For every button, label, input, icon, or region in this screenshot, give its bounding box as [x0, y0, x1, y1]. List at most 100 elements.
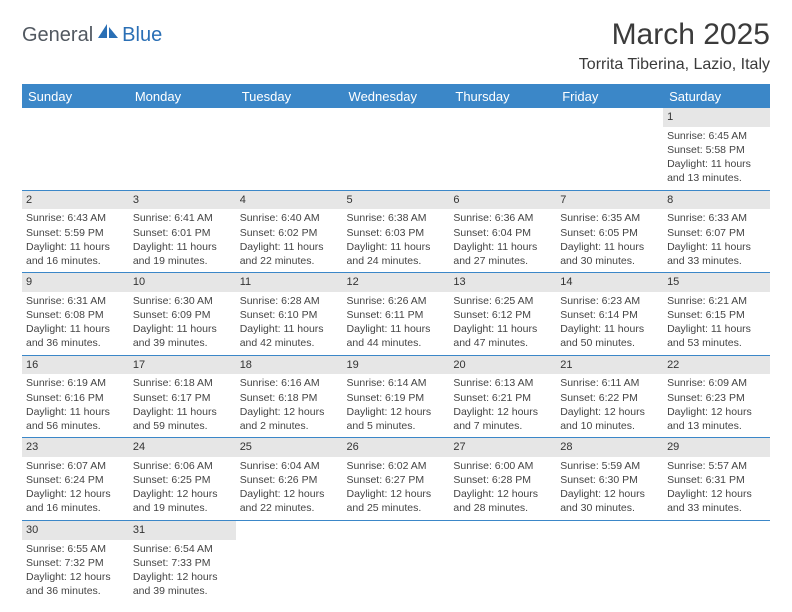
logo-text-part1: General — [22, 24, 93, 47]
page-title: March 2025 — [579, 18, 770, 52]
day-header: Monday — [129, 84, 236, 108]
day-details: Sunrise: 6:36 AMSunset: 6:04 PMDaylight:… — [453, 211, 552, 268]
day-details: Sunrise: 6:40 AMSunset: 6:02 PMDaylight:… — [240, 211, 339, 268]
calendar-day-cell — [129, 108, 236, 190]
daylight-text: Daylight: 12 hours and 16 minutes. — [26, 487, 125, 515]
calendar-day-cell: 13Sunrise: 6:25 AMSunset: 6:12 PMDayligh… — [449, 273, 556, 356]
sunrise-text: Sunrise: 6:45 AM — [667, 129, 766, 143]
day-details: Sunrise: 6:55 AMSunset: 7:32 PMDaylight:… — [26, 542, 125, 599]
day-number: 1 — [663, 108, 770, 127]
sunset-text: Sunset: 6:21 PM — [453, 391, 552, 405]
day-number: 21 — [556, 356, 663, 375]
sunrise-text: Sunrise: 6:40 AM — [240, 211, 339, 225]
day-number: 28 — [556, 438, 663, 457]
day-header: Wednesday — [343, 84, 450, 108]
daylight-text: Daylight: 11 hours and 44 minutes. — [347, 322, 446, 350]
calendar-day-cell — [449, 108, 556, 190]
calendar-day-cell: 28Sunrise: 5:59 AMSunset: 6:30 PMDayligh… — [556, 438, 663, 521]
calendar-day-cell: 15Sunrise: 6:21 AMSunset: 6:15 PMDayligh… — [663, 273, 770, 356]
day-number: 29 — [663, 438, 770, 457]
day-number: 22 — [663, 356, 770, 375]
sunset-text: Sunset: 6:15 PM — [667, 308, 766, 322]
day-details: Sunrise: 6:09 AMSunset: 6:23 PMDaylight:… — [667, 376, 766, 433]
sunrise-text: Sunrise: 6:36 AM — [453, 211, 552, 225]
sunrise-text: Sunrise: 6:18 AM — [133, 376, 232, 390]
day-details: Sunrise: 6:04 AMSunset: 6:26 PMDaylight:… — [240, 459, 339, 516]
day-number: 3 — [129, 191, 236, 210]
sunset-text: Sunset: 6:02 PM — [240, 226, 339, 240]
calendar-day-cell — [236, 108, 343, 190]
daylight-text: Daylight: 11 hours and 16 minutes. — [26, 240, 125, 268]
daylight-text: Daylight: 11 hours and 30 minutes. — [560, 240, 659, 268]
sunset-text: Sunset: 6:10 PM — [240, 308, 339, 322]
calendar-day-cell — [663, 520, 770, 602]
daylight-text: Daylight: 11 hours and 39 minutes. — [133, 322, 232, 350]
day-number: 25 — [236, 438, 343, 457]
sunrise-text: Sunrise: 6:26 AM — [347, 294, 446, 308]
day-number: 4 — [236, 191, 343, 210]
day-details: Sunrise: 6:30 AMSunset: 6:09 PMDaylight:… — [133, 294, 232, 351]
day-number: 23 — [22, 438, 129, 457]
sunrise-text: Sunrise: 6:00 AM — [453, 459, 552, 473]
day-number: 20 — [449, 356, 556, 375]
day-header: Saturday — [663, 84, 770, 108]
calendar-header-row: SundayMondayTuesdayWednesdayThursdayFrid… — [22, 84, 770, 108]
day-number: 10 — [129, 273, 236, 292]
sunset-text: Sunset: 6:14 PM — [560, 308, 659, 322]
sunrise-text: Sunrise: 5:57 AM — [667, 459, 766, 473]
calendar-day-cell: 7Sunrise: 6:35 AMSunset: 6:05 PMDaylight… — [556, 190, 663, 273]
calendar-day-cell: 18Sunrise: 6:16 AMSunset: 6:18 PMDayligh… — [236, 355, 343, 438]
daylight-text: Daylight: 12 hours and 10 minutes. — [560, 405, 659, 433]
daylight-text: Daylight: 12 hours and 36 minutes. — [26, 570, 125, 598]
sunset-text: Sunset: 6:25 PM — [133, 473, 232, 487]
calendar-table: SundayMondayTuesdayWednesdayThursdayFrid… — [22, 84, 770, 602]
sunrise-text: Sunrise: 6:23 AM — [560, 294, 659, 308]
day-number: 9 — [22, 273, 129, 292]
sunset-text: Sunset: 6:24 PM — [26, 473, 125, 487]
calendar-day-cell: 17Sunrise: 6:18 AMSunset: 6:17 PMDayligh… — [129, 355, 236, 438]
sunrise-text: Sunrise: 6:43 AM — [26, 211, 125, 225]
calendar-day-cell: 9 Sunrise: 6:31 AMSunset: 6:08 PMDaylight… — [22, 273, 129, 356]
day-details: Sunrise: 6:45 AMSunset: 5:58 PMDaylight:… — [667, 129, 766, 186]
sunset-text: Sunset: 6:18 PM — [240, 391, 339, 405]
daylight-text: Daylight: 11 hours and 56 minutes. — [26, 405, 125, 433]
calendar-day-cell: 11Sunrise: 6:28 AMSunset: 6:10 PMDayligh… — [236, 273, 343, 356]
day-number: 26 — [343, 438, 450, 457]
day-number: 15 — [663, 273, 770, 292]
daylight-text: Daylight: 11 hours and 33 minutes. — [667, 240, 766, 268]
calendar-day-cell: 24Sunrise: 6:06 AMSunset: 6:25 PMDayligh… — [129, 438, 236, 521]
sunset-text: Sunset: 7:32 PM — [26, 556, 125, 570]
sunset-text: Sunset: 6:28 PM — [453, 473, 552, 487]
calendar-day-cell — [22, 108, 129, 190]
sunset-text: Sunset: 6:16 PM — [26, 391, 125, 405]
sunset-text: Sunset: 6:22 PM — [560, 391, 659, 405]
sunrise-text: Sunrise: 6:31 AM — [26, 294, 125, 308]
daylight-text: Daylight: 11 hours and 13 minutes. — [667, 157, 766, 185]
calendar-week-row: 23Sunrise: 6:07 AMSunset: 6:24 PMDayligh… — [22, 438, 770, 521]
daylight-text: Daylight: 12 hours and 5 minutes. — [347, 405, 446, 433]
sunrise-text: Sunrise: 6:28 AM — [240, 294, 339, 308]
day-details: Sunrise: 6:23 AMSunset: 6:14 PMDaylight:… — [560, 294, 659, 351]
sunset-text: Sunset: 6:23 PM — [667, 391, 766, 405]
day-details: Sunrise: 6:25 AMSunset: 6:12 PMDaylight:… — [453, 294, 552, 351]
sunrise-text: Sunrise: 6:21 AM — [667, 294, 766, 308]
daylight-text: Daylight: 12 hours and 33 minutes. — [667, 487, 766, 515]
sunrise-text: Sunrise: 6:11 AM — [560, 376, 659, 390]
day-details: Sunrise: 6:14 AMSunset: 6:19 PMDaylight:… — [347, 376, 446, 433]
sunrise-text: Sunrise: 6:33 AM — [667, 211, 766, 225]
day-details: Sunrise: 5:57 AMSunset: 6:31 PMDaylight:… — [667, 459, 766, 516]
sunrise-text: Sunrise: 6:54 AM — [133, 542, 232, 556]
day-details: Sunrise: 6:31 AMSunset: 6:08 PMDaylight:… — [26, 294, 125, 351]
day-details: Sunrise: 6:18 AMSunset: 6:17 PMDaylight:… — [133, 376, 232, 433]
day-details: Sunrise: 6:54 AMSunset: 7:33 PMDaylight:… — [133, 542, 232, 599]
sunrise-text: Sunrise: 6:41 AM — [133, 211, 232, 225]
day-number: 7 — [556, 191, 663, 210]
calendar-week-row: 1 Sunrise: 6:45 AMSunset: 5:58 PMDaylight… — [22, 108, 770, 190]
day-number: 27 — [449, 438, 556, 457]
calendar-day-cell: 30Sunrise: 6:55 AMSunset: 7:32 PMDayligh… — [22, 520, 129, 602]
sunset-text: Sunset: 6:19 PM — [347, 391, 446, 405]
sunset-text: Sunset: 6:11 PM — [347, 308, 446, 322]
day-number: 5 — [343, 191, 450, 210]
calendar-day-cell: 8Sunrise: 6:33 AMSunset: 6:07 PMDaylight… — [663, 190, 770, 273]
day-number: 12 — [343, 273, 450, 292]
